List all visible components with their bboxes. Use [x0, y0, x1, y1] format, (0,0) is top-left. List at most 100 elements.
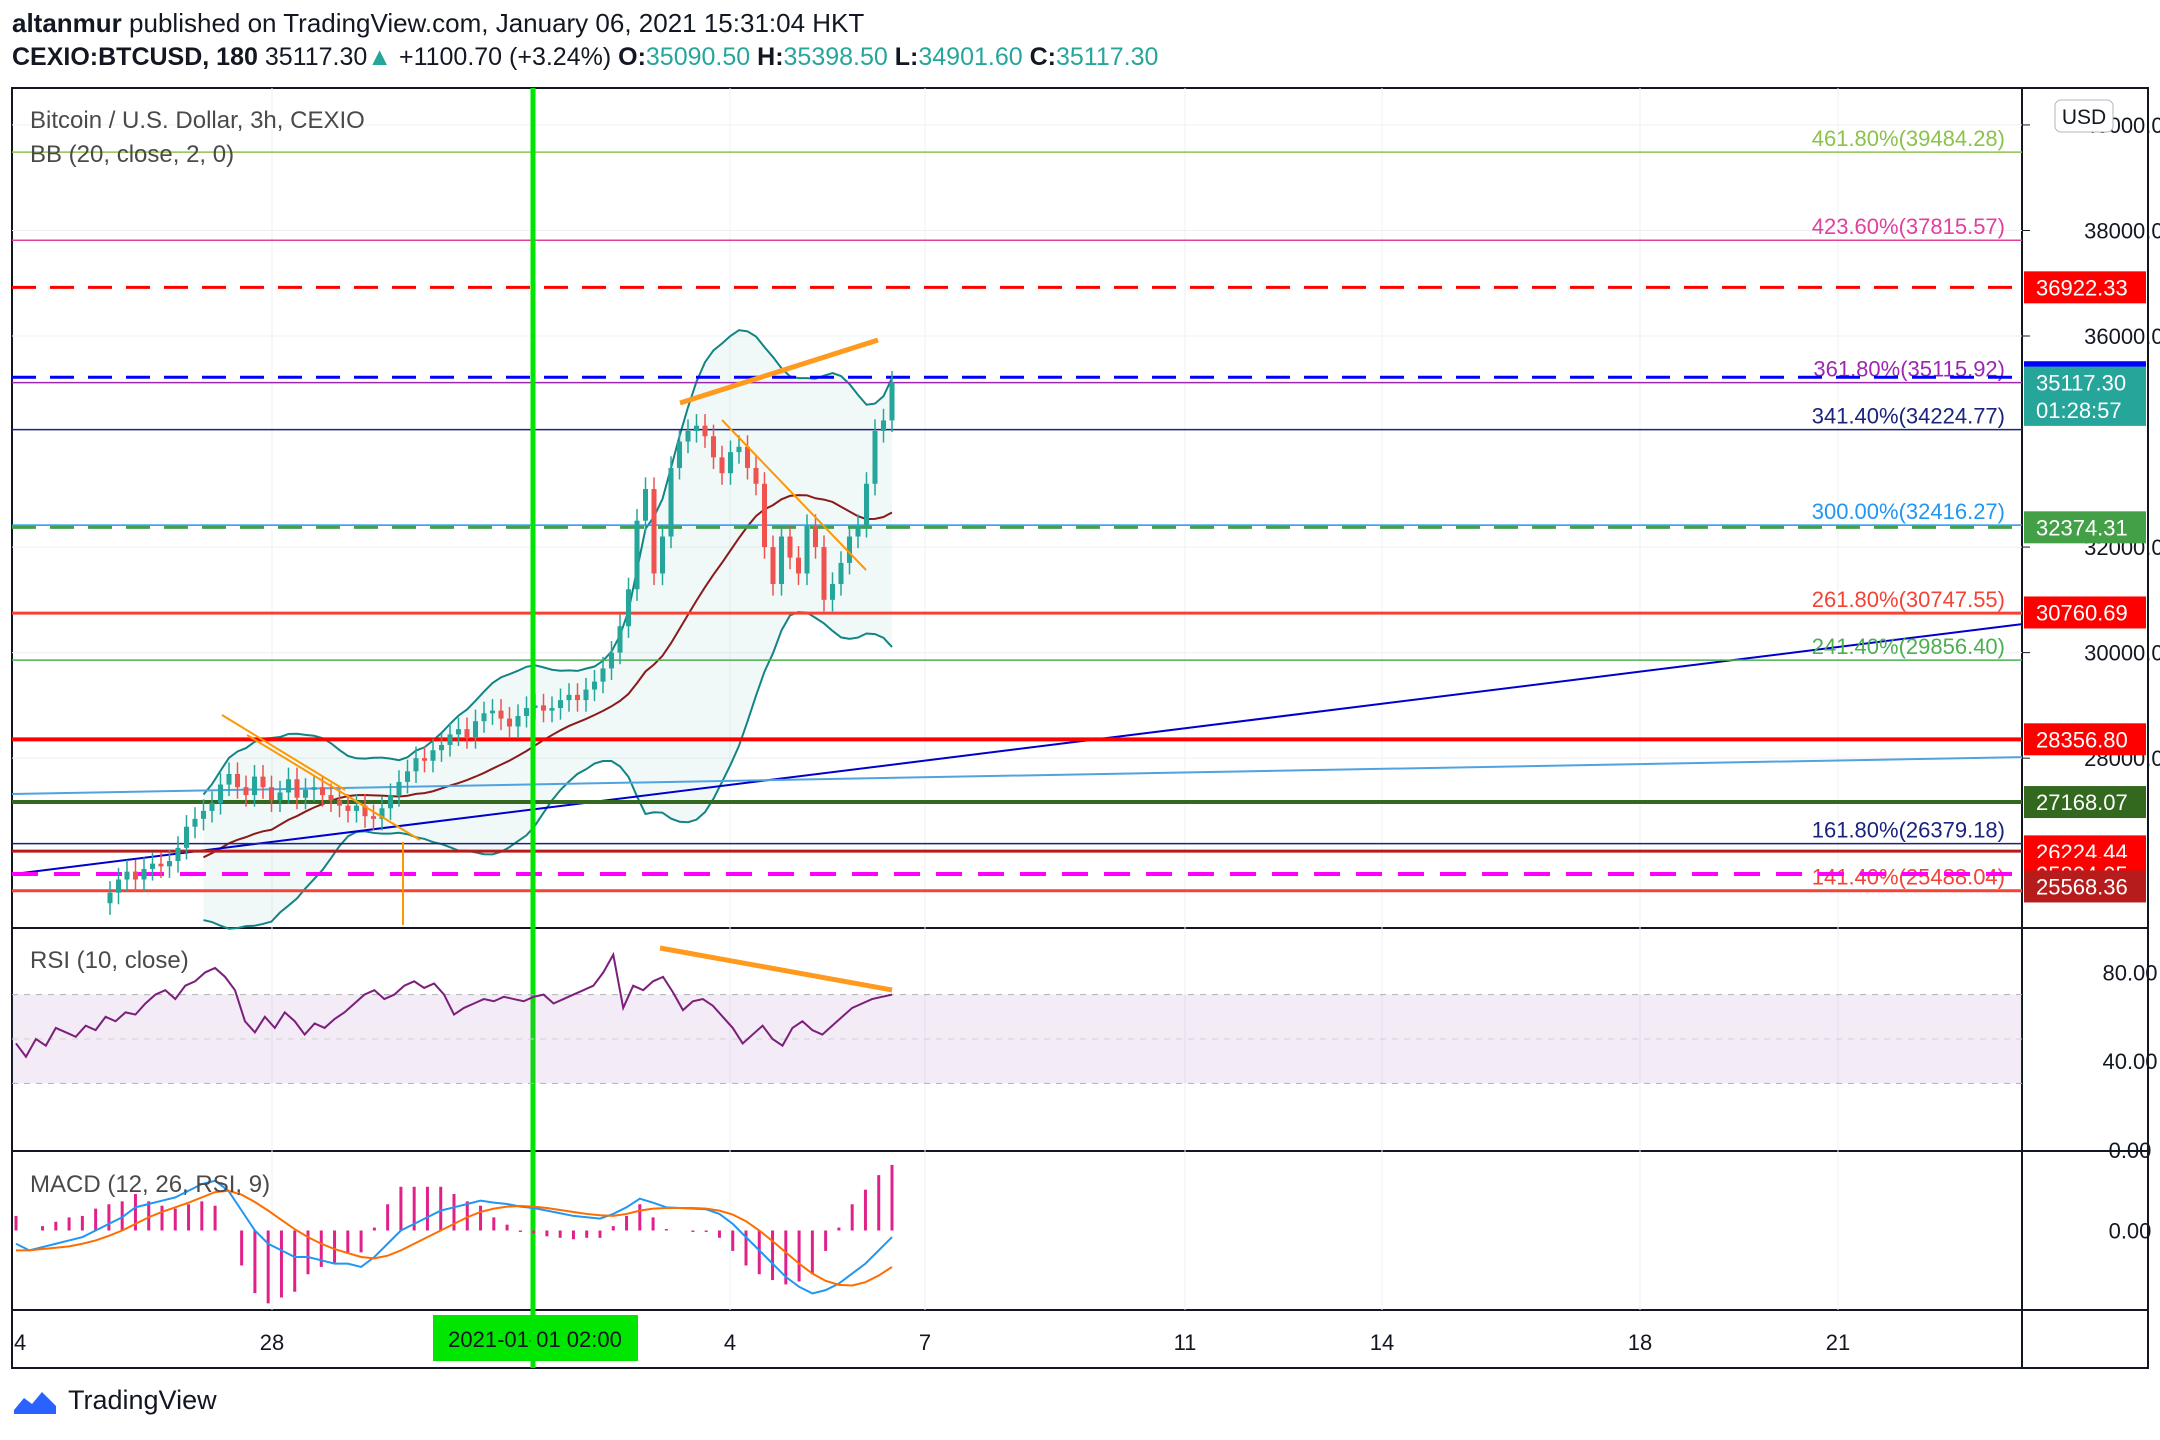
candle-body [770, 547, 776, 585]
candle-body [268, 787, 275, 801]
candle-body [591, 681, 598, 690]
annotation-trend-orange [679, 337, 879, 406]
footer-brand: TradingView [12, 1385, 217, 1416]
currency-button-label: USD [2062, 106, 2106, 129]
candle-body [251, 776, 258, 796]
candle-body [549, 708, 555, 711]
candle-body [625, 589, 632, 627]
candle-body [107, 892, 113, 904]
price-badge [2024, 271, 2146, 304]
candle-body [804, 525, 810, 574]
candle-body [676, 441, 683, 468]
candle-body [175, 847, 181, 862]
trend-line-light [11, 756, 2023, 796]
candle-body [430, 750, 436, 761]
candle-body [812, 525, 819, 548]
candle-body [506, 718, 513, 727]
close-label: C: [1029, 43, 1056, 71]
price-tick-label: 30000.00 [2084, 641, 2160, 666]
macd-line [15, 1179, 893, 1295]
candle-body [387, 795, 394, 809]
candle-body [821, 547, 827, 600]
macd-tick-label: 0.00 [2109, 1219, 2152, 1244]
candle-body [345, 805, 351, 811]
fib-level-label: 300.00%(32416.27) [1812, 499, 2005, 524]
candle-body [872, 430, 878, 484]
candle-body [778, 536, 785, 585]
publish-line: altanmur published on TradingView.com, J… [12, 8, 864, 39]
macd-title: MACD (12, 26, RSI, 9) [30, 1171, 270, 1198]
candle-body [659, 536, 666, 574]
candle-body [736, 446, 742, 453]
candle-body [498, 710, 504, 719]
candle-body [362, 805, 368, 817]
price-badge-label: 27168.07 [2036, 790, 2128, 815]
last-price: 35117.30 [264, 43, 368, 71]
candle-body [158, 863, 164, 867]
annotation-channel-orange [246, 734, 421, 841]
candle-body [710, 436, 717, 458]
low-label: L: [894, 43, 919, 71]
fib-level-label: 423.60%(37815.57) [1812, 214, 2005, 239]
candle-body [651, 489, 657, 574]
candle-body [260, 776, 266, 788]
price-change: +1100.70 (+3.24%) [398, 43, 612, 71]
candle-body [634, 520, 640, 590]
currency-button [2054, 99, 2114, 133]
fib-level-label: 341.40%(34224.77) [1812, 404, 2005, 429]
candle-body [744, 446, 751, 468]
open-value: 35090.50 [645, 43, 751, 71]
candle-body [166, 861, 173, 867]
price-badge-label: 01:28:57 [2036, 398, 2122, 423]
candle-body [141, 868, 147, 880]
candle-body [846, 536, 853, 563]
symbol-label: CEXIO:BTCUSD, 180 [12, 43, 258, 71]
candle-body [753, 467, 759, 484]
time-tick-label: 28 [260, 1330, 284, 1355]
candle-body [226, 773, 232, 785]
price-badge [2024, 511, 2146, 544]
candle-body [540, 705, 547, 711]
candle-body [311, 787, 317, 790]
candle-body [149, 863, 156, 869]
candle-body [209, 802, 215, 811]
candle-body [608, 652, 615, 669]
price-badge [2024, 723, 2146, 756]
price-badge-label: 32374.31 [2036, 515, 2128, 540]
price-badge-label: 30760.69 [2036, 600, 2128, 625]
price-badge [2024, 786, 2146, 819]
price-tick-label: 38000.00 [2084, 218, 2160, 243]
candle-body [566, 694, 572, 701]
high-label: H: [757, 43, 784, 71]
candle-body [243, 787, 249, 796]
brand-name: TradingView [68, 1385, 217, 1415]
chart-title: Bitcoin / U.S. Dollar, 3h, CEXIO [30, 107, 365, 134]
candle-body [396, 781, 402, 796]
price-tick-label: 36000.00 [2084, 324, 2160, 349]
candle-body [464, 729, 470, 738]
candle-body [761, 483, 768, 548]
candle-body [124, 871, 130, 880]
candle-body [719, 457, 725, 474]
candle-body [489, 710, 496, 714]
fib-level-label: 241.40%(29856.40) [1812, 634, 2005, 659]
candle-body [668, 467, 674, 537]
candle-body [557, 700, 564, 709]
candle-body [285, 779, 292, 793]
rsi-divergence-line [659, 945, 893, 993]
fib-level-label: 141.40%(25488.04) [1812, 865, 2005, 890]
candle-body [574, 694, 581, 701]
price-badge-label: 28356.80 [2036, 727, 2128, 752]
rsi-line [15, 951, 893, 1059]
price-badge [2024, 870, 2146, 903]
candle-body [183, 826, 190, 848]
candle-body [523, 708, 530, 716]
low-value: 34901.60 [918, 43, 1023, 71]
candle-body [447, 734, 453, 745]
price-badge [2024, 596, 2146, 629]
bollinger-upper [202, 329, 893, 796]
candle-body [336, 800, 343, 806]
candle-body [617, 626, 623, 653]
candle-body [353, 805, 360, 811]
